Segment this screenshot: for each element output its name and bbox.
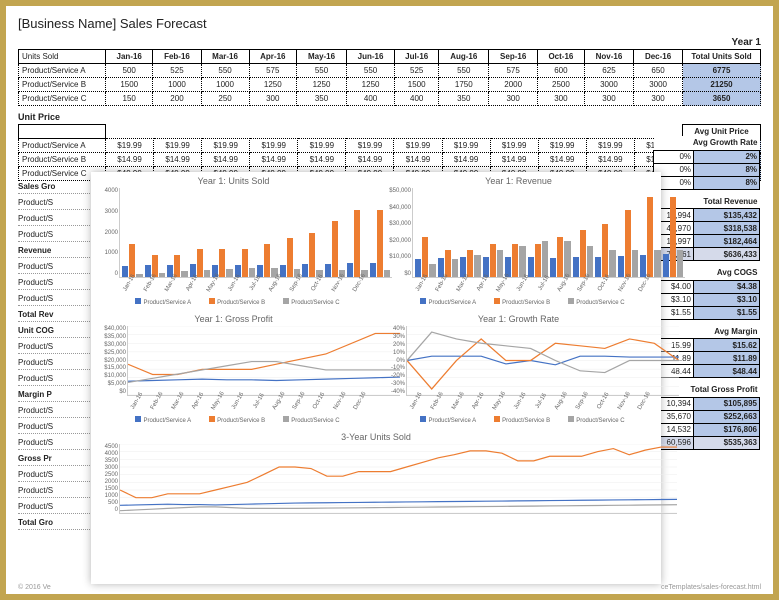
- mini-avg_growth: Avg Growth Rate0%2%0%8%0%8%: [653, 136, 760, 190]
- year-label: Year 1: [18, 37, 761, 48]
- chart-gross-profit: Year 1: Gross Profit $0$5,000$10,000$15,…: [91, 310, 376, 428]
- chart-panel: Year 1: Units Sold 01000200030004000 Jan…: [91, 172, 661, 584]
- units-sold-table: Units SoldJan-16Feb-16Mar-16Apr-16May-16…: [18, 49, 761, 106]
- page-title: [Business Name] Sales Forecast: [18, 16, 761, 31]
- chart-units-sold: Year 1: Units Sold 01000200030004000 Jan…: [91, 172, 376, 310]
- chart-growth-rate: Year 1: Growth Rate -40%-30%-20%-10%0%10…: [376, 310, 661, 428]
- chart-3year: 3-Year Units Sold 0500100015002000250030…: [91, 428, 661, 518]
- unit-price-title: Unit Price: [18, 112, 761, 122]
- chart-revenue: Year 1: Revenue $0$10,000$20,000$30,000$…: [376, 172, 661, 310]
- footer-left: © 2016 Ve: [18, 584, 51, 591]
- footer-right: ceTemplates/sales-forecast.html: [661, 584, 761, 591]
